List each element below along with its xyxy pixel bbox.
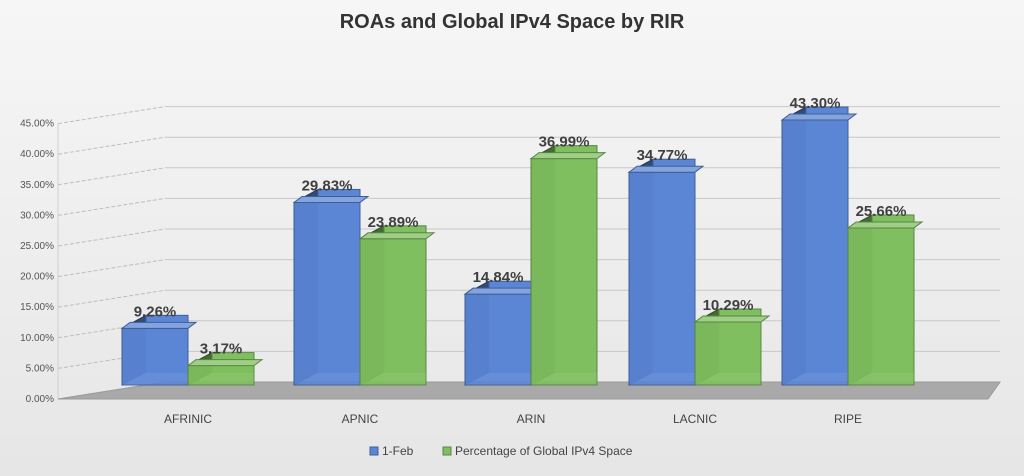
bar-lacnic-ipv4 (693, 308, 771, 386)
side-wall-line (57, 136, 166, 155)
side-wall-line (57, 197, 166, 216)
y-tick-label: 25.00% (20, 241, 54, 252)
legend-swatch (442, 446, 452, 456)
bar-top-face (463, 287, 541, 295)
bar-face (694, 321, 762, 386)
bar-face (781, 119, 849, 386)
legend-label: 1-Feb (382, 444, 414, 458)
y-tick-label: 35.00% (20, 180, 54, 191)
side-wall-line (57, 259, 166, 278)
bar-top-face (693, 315, 771, 323)
bar-face (628, 171, 696, 386)
data-label: 43.30% (790, 95, 841, 112)
side-wall-line (57, 106, 166, 125)
data-label: 29.83% (302, 177, 353, 194)
bar-top-face (780, 113, 858, 121)
y-tick-label: 45.00% (20, 119, 54, 130)
side-wall-line (57, 228, 166, 247)
legend-label: Percentage of Global IPv4 Space (455, 444, 633, 458)
data-label: 34.77% (637, 147, 688, 164)
data-label: 3.17% (200, 341, 243, 358)
bar-ripe-ipv4 (846, 214, 924, 386)
data-label: 9.26% (134, 303, 177, 320)
bar-arin-feb (463, 280, 541, 386)
bar-lacnic-feb (627, 158, 705, 386)
bar-face (530, 158, 598, 386)
bar-face (121, 327, 189, 386)
chart-floor (57, 381, 1001, 400)
data-label: 36.99% (539, 134, 590, 151)
y-tick-label: 5.00% (26, 363, 54, 374)
bar-apnic-ipv4 (358, 224, 436, 386)
bar-face (464, 293, 532, 386)
bar-top-face (120, 321, 198, 329)
x-tick-label: RIPE (834, 412, 862, 426)
bar-afrinic-feb (120, 314, 198, 386)
bar-face (293, 201, 361, 386)
x-tick-label: ARIN (517, 412, 546, 426)
side-wall-line (57, 289, 166, 308)
bar-face (847, 227, 915, 386)
bar-arin-ipv4 (529, 144, 607, 386)
data-label: 25.66% (856, 203, 907, 220)
y-tick-label: 30.00% (20, 210, 54, 221)
bar-ripe-feb (780, 106, 858, 386)
bar-top-face (627, 165, 705, 173)
data-label: 23.89% (368, 214, 419, 231)
data-label: 10.29% (703, 297, 754, 314)
side-wall-line (57, 167, 166, 186)
y-tick-label: 40.00% (20, 149, 54, 160)
bar-face (359, 238, 427, 386)
y-tick-label: 0.00% (26, 394, 54, 405)
data-label: 14.84% (473, 269, 524, 286)
y-tick-label: 15.00% (20, 302, 54, 313)
legend: 1-Feb Percentage of Global IPv4 Space (369, 444, 633, 458)
bar-top-face (529, 152, 607, 160)
legend-swatch (369, 446, 379, 456)
y-tick-label: 10.00% (20, 333, 54, 344)
x-tick-label: LACNIC (673, 412, 717, 426)
bar-face (187, 365, 255, 386)
y-tick-label: 20.00% (20, 272, 54, 283)
bar-top-face (292, 195, 370, 203)
bar-top-face (358, 232, 436, 240)
x-tick-label: APNIC (342, 412, 379, 426)
bar-apnic-feb (292, 188, 370, 386)
chart-title: ROAs and Global IPv4 Space by RIR (340, 11, 685, 33)
bar-top-face (186, 359, 264, 367)
bar-afrinic-ipv4 (186, 351, 264, 386)
x-tick-label: AFRINIC (164, 412, 212, 426)
bar-top-face (846, 221, 924, 229)
